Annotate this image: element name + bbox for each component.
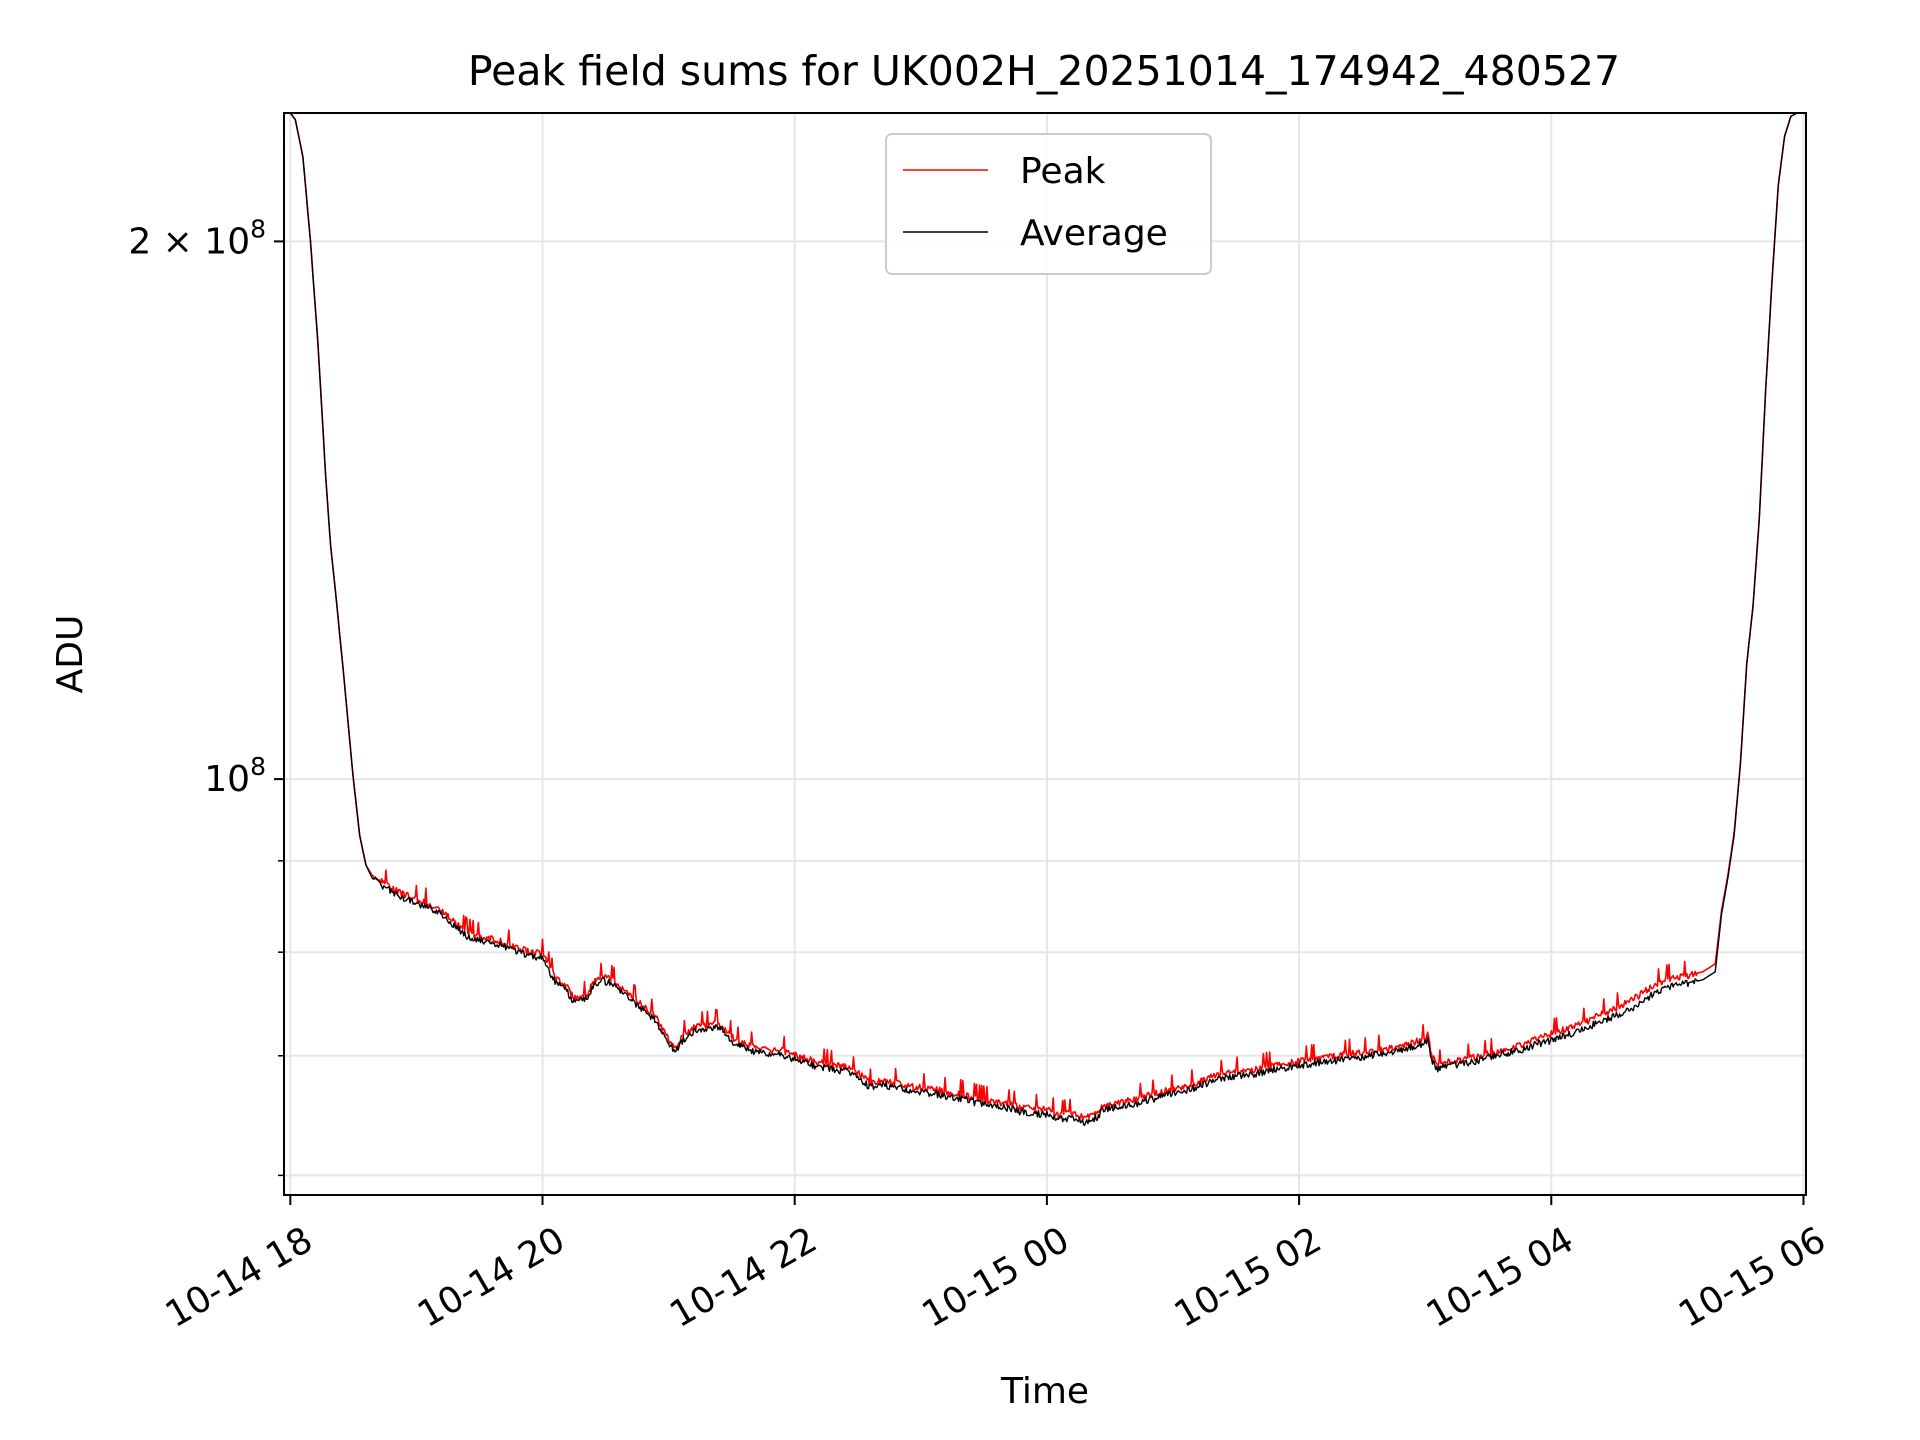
x-axis-label: Time [1000,1371,1089,1412]
y-tick-label-base: 10 [204,759,250,800]
legend-average-label: Average [1020,213,1168,254]
grid-lines [284,113,1806,1195]
legend: Peak Average [885,133,1212,275]
y-tick-label-exponent: 8 [250,752,266,781]
y-axis-label: ADU [50,615,91,694]
axes-frame [283,112,1807,1196]
y-tick-label-base: 2 × 10 [128,221,250,262]
chart-title: Peak field sums for UK002H_20251014_1749… [468,47,1620,95]
y-tick-label-exponent: 8 [250,214,266,243]
series-line-average [289,113,1797,1126]
y-tick-label: 108 [204,752,266,800]
y-tick-label: 2 × 108 [128,214,266,262]
series-lines [289,113,1797,1126]
plot-area [289,113,1797,1126]
legend-peak-label: Peak [1020,151,1106,192]
legend-box [885,133,1212,275]
